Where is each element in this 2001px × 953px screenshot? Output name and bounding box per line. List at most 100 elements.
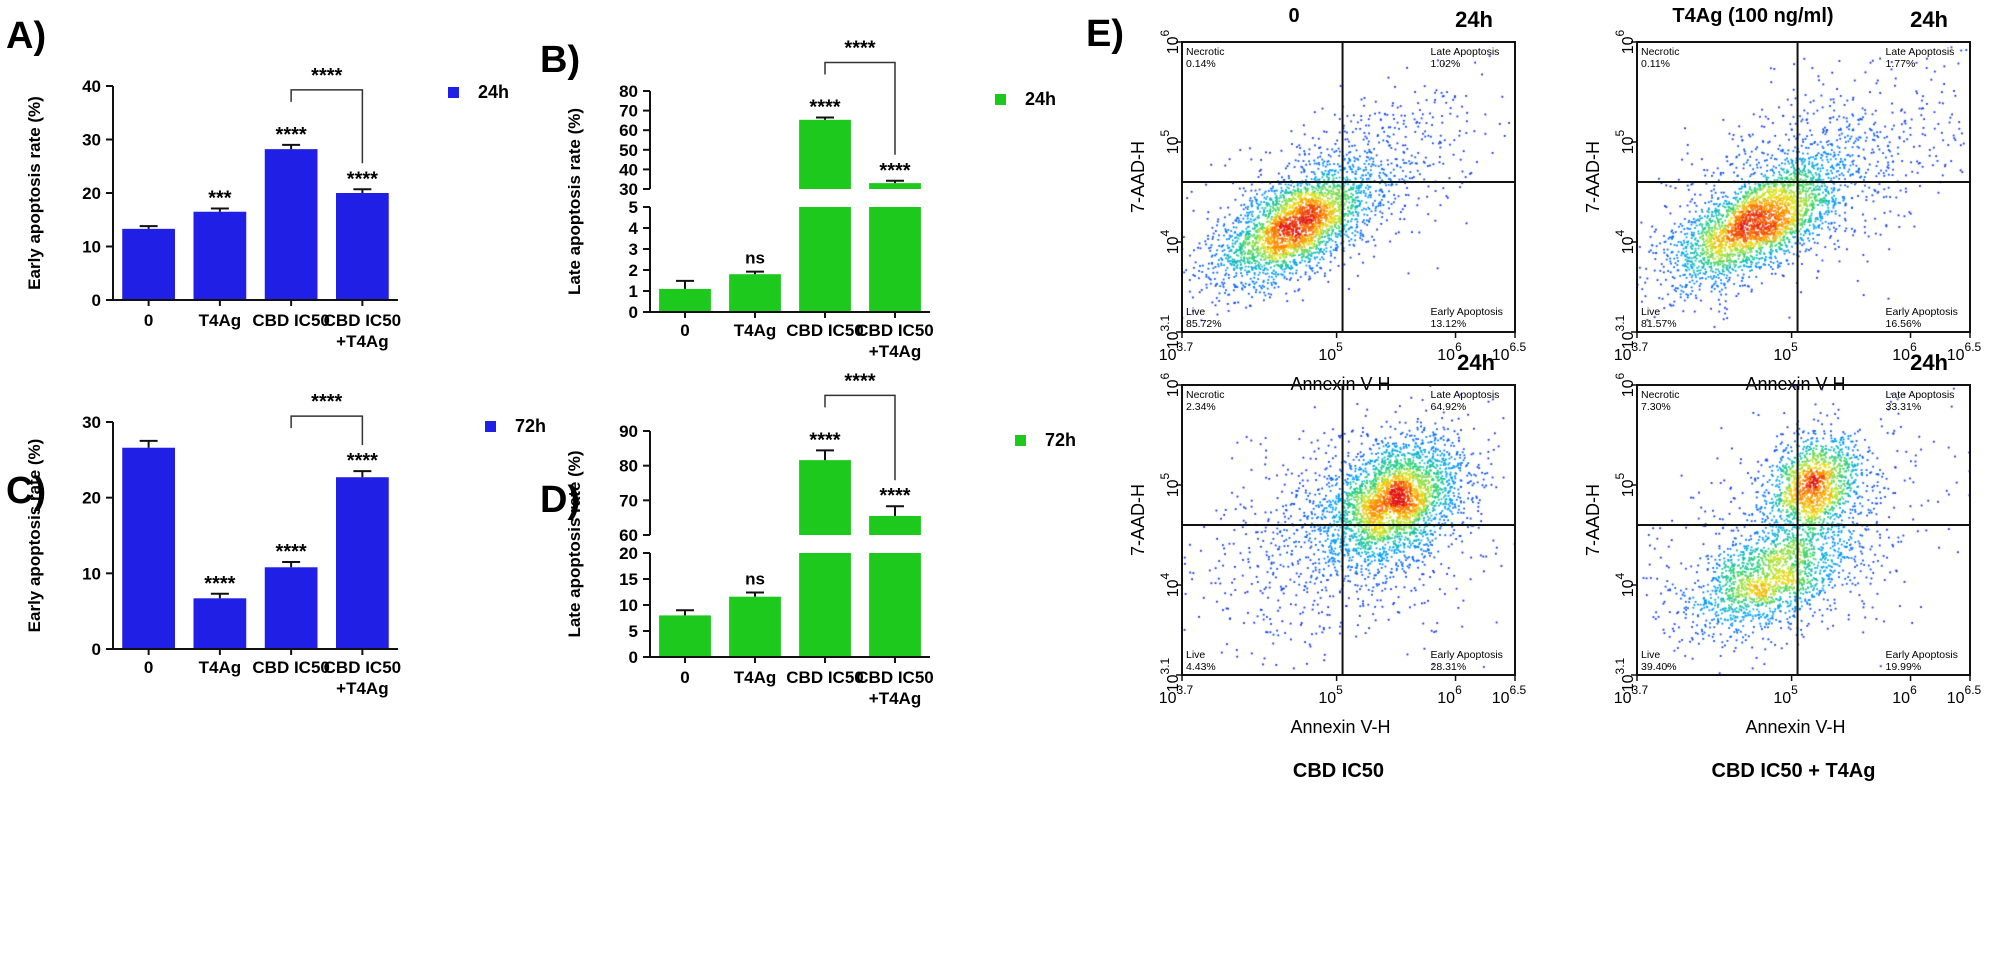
bar (122, 228, 175, 300)
x-tick-label: T4Ag (734, 668, 777, 687)
plot-frame (1636, 384, 1971, 676)
x-tick-label: CBD IC50 (856, 321, 933, 340)
y-tick-label: 20 (82, 489, 101, 508)
y-tick-label: 15 (619, 570, 638, 589)
quadrant-label-necrotic: Necrotic (1186, 389, 1225, 401)
x-tick-label: CBD IC50 (786, 668, 863, 687)
bar (869, 183, 921, 189)
bar (729, 596, 781, 657)
quadrant-value-late: 64.92% (1431, 401, 1467, 413)
x-tick-label: T4Ag (734, 321, 777, 340)
plot-frame (1181, 41, 1516, 333)
quadrant-value-live: 81.57% (1641, 318, 1677, 330)
significance-label: ns (745, 249, 765, 268)
y-axis-label: 7-AAD-H (1128, 141, 1148, 213)
quadrant-label-early: Early Apoptosis (1431, 306, 1503, 318)
significance-label: **** (276, 124, 307, 146)
plot-caption: CBD IC50 (1293, 760, 1384, 782)
x-tick-label: 0 (144, 311, 153, 330)
y-tick-label: 30 (619, 180, 638, 199)
scatter-points (1182, 385, 1515, 675)
panel-label-a: A) (6, 15, 46, 57)
y-tick-label: 5 (629, 622, 638, 641)
significance-bracket (290, 415, 364, 446)
plot-caption: CBD IC50 + T4Ag (1712, 760, 1876, 782)
bracket-label: **** (844, 370, 875, 392)
y-tick-label: 105 (1158, 472, 1182, 497)
scatter-points (1182, 42, 1515, 332)
bar (869, 515, 921, 535)
bracket-label: **** (311, 391, 342, 413)
y-axis-label: Early apoptosis rate (%) (25, 439, 44, 633)
x-tick-label: 0 (680, 668, 689, 687)
bar (264, 567, 318, 649)
significance-bracket (824, 61, 896, 155)
scatter-area (1182, 385, 1515, 675)
significance-label: **** (809, 429, 840, 451)
significance-label: **** (204, 573, 235, 595)
legend-label: 72h (1045, 430, 1076, 450)
significance-bracket (290, 89, 364, 164)
quadrant-value-necrotic: 0.14% (1186, 58, 1216, 70)
scatter-points (1637, 385, 1970, 675)
quadrant-label-early: Early Apoptosis (1886, 306, 1958, 318)
quadrant-label-necrotic: Necrotic (1186, 46, 1225, 58)
y-axis-label: 7-AAD-H (1583, 141, 1603, 213)
y-tick-label: 0 (92, 640, 101, 659)
quadrant-label-live: Live (1186, 306, 1205, 318)
scatter-area (1637, 385, 1970, 675)
bar (336, 193, 389, 300)
significance-label: **** (879, 485, 910, 507)
y-tick-label: 5 (629, 198, 638, 217)
x-tick-label: 103.7 (1159, 340, 1194, 364)
y-tick-label: 103.1 (1613, 314, 1637, 349)
y-tick-label: 90 (619, 422, 638, 441)
y-axis-label: Late apoptosis rate (%) (565, 450, 584, 637)
legend-swatch (1015, 435, 1026, 446)
quadrant-label-live: Live (1641, 649, 1660, 661)
y-tick-label: 10 (82, 238, 101, 257)
quadrant-label-live: Live (1186, 649, 1205, 661)
y-tick-label: 106 (1613, 372, 1637, 397)
x-tick-label: +T4Ag (869, 689, 921, 708)
y-tick-label: 4 (629, 219, 639, 238)
quadrant-label-necrotic: Necrotic (1641, 389, 1680, 401)
scatter-area (1182, 42, 1515, 332)
quadrant-value-necrotic: 0.11% (1641, 58, 1670, 70)
legend-label: 24h (478, 82, 509, 102)
y-tick-label: 30 (82, 413, 101, 432)
y-axis-label: Late apoptosis rate (%) (565, 108, 584, 295)
y-tick-label: 40 (619, 160, 638, 179)
x-tick-label: +T4Ag (869, 342, 921, 361)
bracket-label: **** (844, 37, 875, 59)
x-tick-label: 103.7 (1614, 340, 1649, 364)
x-tick-label: CBD IC50 (786, 321, 863, 340)
x-tick-label: 0 (144, 658, 153, 677)
y-tick-label: 105 (1158, 129, 1182, 154)
y-tick-label: 103.1 (1158, 657, 1182, 692)
y-tick-label: 103.1 (1158, 314, 1182, 349)
quadrant-value-early: 28.31% (1431, 661, 1467, 673)
x-tick-label: 106 (1892, 683, 1917, 707)
y-tick-label: 10 (619, 596, 638, 615)
legend-swatch (485, 421, 496, 432)
quadrant-label-late: Late Apoptosis (1431, 46, 1500, 58)
bar-lower-segment (799, 553, 851, 657)
quadrant-label-early: Early Apoptosis (1886, 649, 1958, 661)
y-tick-label: 106 (1613, 29, 1637, 54)
x-tick-label: 106.5 (1492, 340, 1527, 364)
quadrant-value-necrotic: 2.34% (1186, 401, 1216, 413)
x-tick-label: CBD IC50 (856, 668, 933, 687)
y-tick-label: 1 (629, 282, 638, 301)
y-axis-label: 7-AAD-H (1583, 484, 1603, 556)
x-tick-label: 103.7 (1159, 683, 1194, 707)
y-tick-label: 60 (619, 526, 638, 545)
quadrant-label-live: Live (1641, 306, 1660, 318)
plot-time: 24h (1455, 7, 1493, 32)
y-tick-label: 105 (1613, 129, 1637, 154)
panel-label-b: B) (540, 39, 580, 81)
y-tick-label: 104 (1158, 229, 1182, 254)
